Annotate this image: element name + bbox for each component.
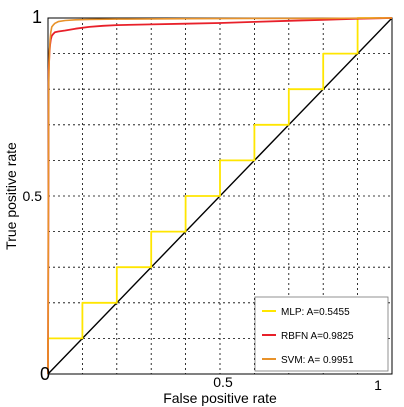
series-line-svm [47,17,393,375]
tick-labels: 0 0.5 1 0.5 1 [23,7,383,393]
x-tick-label: 0.5 [213,374,233,390]
legend-label: SVM: A= 0.9951 [281,355,354,366]
y-tick-label: 1 [32,7,42,27]
series-layer [47,17,393,375]
x-axis-label: False positive rate [163,390,277,406]
y-tick-label: 0.5 [23,188,43,204]
x-tick-label: 1 [374,377,382,393]
legend-box [254,296,389,372]
series-line-mlp [47,17,392,374]
legend-label: MLP: A=0.5455 [281,307,350,318]
legend: MLP: A=0.5455 RBFN A=0.9825 SVM: A= 0.9951 [254,296,389,372]
legend-label: RBFN A=0.9825 [281,331,354,342]
x-tick-label: 0 [40,364,50,384]
y-axis-label: True positive rate [3,142,19,250]
